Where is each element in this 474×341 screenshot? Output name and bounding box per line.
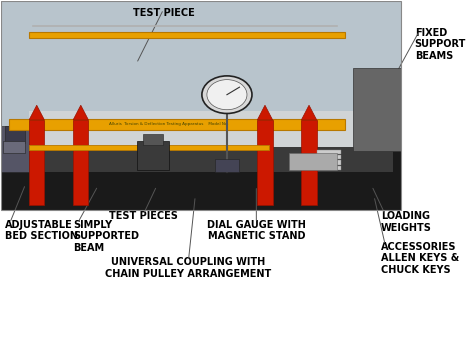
Bar [215,160,239,172]
Bar [143,134,163,145]
Bar [301,120,317,205]
Bar [289,153,337,170]
Bar [317,155,341,160]
Bar [29,120,45,205]
Text: LOADING
WEIGHTS: LOADING WEIGHTS [381,211,432,233]
Bar [317,166,341,170]
Polygon shape [257,105,273,120]
Bar [137,140,169,170]
Polygon shape [301,105,317,120]
Bar [353,68,401,151]
Text: TEST PIECE: TEST PIECE [133,8,194,18]
Bar [0,1,401,210]
Bar [73,120,88,205]
Bar [0,147,401,210]
Bar [29,32,345,38]
Text: UNIVERSAL COUPLING WITH
CHAIN PULLEY ARRANGEMENT: UNIVERSAL COUPLING WITH CHAIN PULLEY ARR… [105,257,272,279]
Bar [29,145,269,150]
Text: ADJUSTABLE
BED SECTION: ADJUSTABLE BED SECTION [5,220,78,241]
Bar [317,161,341,165]
Bar [0,1,401,143]
Text: FIXED
SUPPORT
BEAMS: FIXED SUPPORT BEAMS [415,28,466,61]
Bar [9,147,393,172]
Polygon shape [73,105,88,120]
Circle shape [202,76,252,114]
Bar [5,126,25,143]
Bar [257,120,273,205]
Text: TEST PIECES: TEST PIECES [109,211,178,221]
Bar [3,140,25,153]
Text: SIMPLY
SUPPORTED
BEAM: SIMPLY SUPPORTED BEAM [73,220,139,253]
Bar [9,119,345,130]
Bar [317,150,341,154]
Text: Alluris  Torsion & Deflection Testing Apparatus    Model No.: Alluris Torsion & Deflection Testing App… [109,122,228,127]
Circle shape [207,80,247,110]
Text: DIAL GAUGE WITH
MAGNETIC STAND: DIAL GAUGE WITH MAGNETIC STAND [207,220,306,241]
Polygon shape [29,105,45,120]
Bar [29,112,373,205]
Text: ACCESSORIES
ALLEN KEYS &
CHUCK KEYS: ACCESSORIES ALLEN KEYS & CHUCK KEYS [381,242,459,275]
Bar [0,126,29,172]
